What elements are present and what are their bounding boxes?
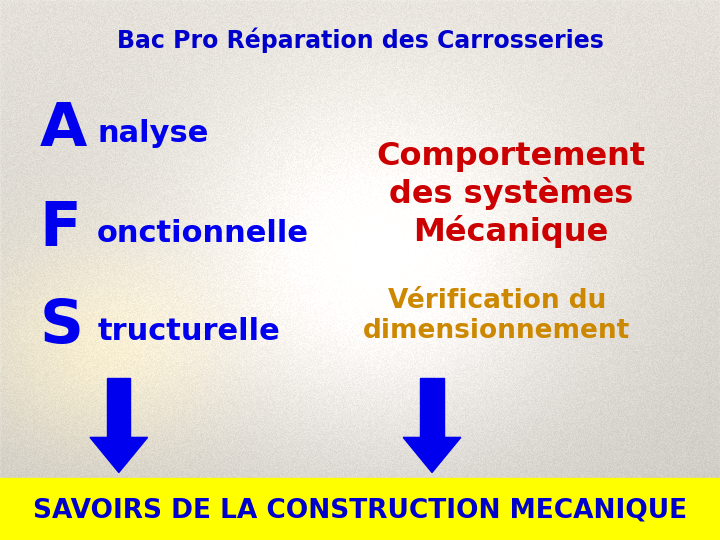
Text: Comportement
des systèmes
Mécanique: Comportement des systèmes Mécanique <box>377 141 646 248</box>
Text: A: A <box>40 100 87 159</box>
Polygon shape <box>403 437 461 472</box>
Polygon shape <box>90 437 148 472</box>
Text: Vérification du
dimensionnement: Vérification du dimensionnement <box>363 288 631 344</box>
Text: Bac Pro Réparation des Carrosseries: Bac Pro Réparation des Carrosseries <box>117 28 603 53</box>
Text: tructurelle: tructurelle <box>97 316 280 346</box>
Text: onctionnelle: onctionnelle <box>97 219 309 248</box>
Bar <box>107 378 130 437</box>
Text: F: F <box>40 200 81 259</box>
Text: SAVOIRS DE LA CONSTRUCTION MECANIQUE: SAVOIRS DE LA CONSTRUCTION MECANIQUE <box>33 497 687 523</box>
Bar <box>420 378 444 437</box>
Text: S: S <box>40 297 84 356</box>
Bar <box>0 478 720 540</box>
Text: nalyse: nalyse <box>97 119 209 148</box>
